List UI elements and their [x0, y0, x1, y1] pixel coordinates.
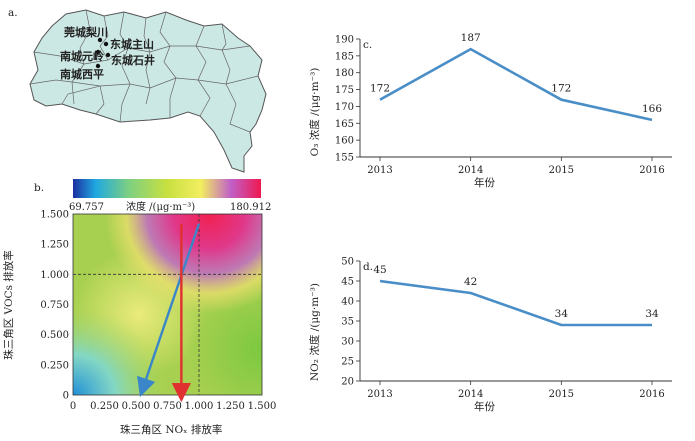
heatmap-ytick-label: 1.500 — [40, 210, 69, 221]
panel-b-heatmap: b. 69.757 浓度 /(μg·m⁻³) 180.912 珠三角区 NOₓ … — [0, 175, 290, 437]
colorbar-min-label: 69.757 — [69, 202, 104, 213]
colorbar-max-label: 180.912 — [230, 202, 271, 213]
no2-ytick-label: 20 — [341, 377, 354, 388]
no2-data-label: 42 — [464, 276, 477, 288]
location-label-3: 南城元岭 — [60, 49, 104, 63]
heatmap-xtick-label: 0.250 — [90, 401, 119, 412]
o3-xtick-label: 2016 — [639, 165, 664, 176]
heatmap-ytick-label: 0 — [63, 391, 69, 402]
marker-4 — [105, 52, 111, 58]
no2-line-chart: d. 年份 NO₂ 浓度 /(μg·m⁻³) 20 25 30 35 40 45 50 201… — [308, 257, 672, 413]
heatmap-frame — [72, 213, 263, 396]
blue-arrow — [137, 223, 201, 397]
o3-ytick-label: 165 — [335, 119, 354, 130]
heatmap-xtick-label: 1.500 — [248, 401, 277, 412]
o3-ytick-label: 170 — [335, 102, 354, 113]
city-outline — [29, 9, 267, 173]
no2-ytick-label: 25 — [341, 357, 354, 368]
no2-ytick-label: 40 — [341, 297, 354, 308]
location-label-2: 东城主山 — [110, 37, 154, 51]
marker-1 — [97, 37, 103, 43]
panel-c-letter: c. — [363, 39, 372, 51]
colorbar-title: 浓度 /(μg·m⁻³) — [126, 200, 195, 213]
o3-xtick-label: 2013 — [367, 165, 392, 176]
location-label-1: 莞城梨川 — [63, 25, 108, 39]
heatmap-plot-area — [72, 213, 263, 396]
panel-a-map: a. 莞城梨川 东城主山 南城元岭 东城石井 南城西平 — [0, 0, 300, 180]
map-svg: a. 莞城梨川 东城主山 南城元岭 东城石井 南城西平 — [8, 7, 267, 173]
o3-ylabel: O₃ 浓度 /(μg·m⁻³) — [308, 68, 321, 157]
no2-ytick-label: 35 — [341, 317, 354, 328]
location-label-5: 南城西平 — [60, 67, 104, 81]
heatmap-xtick-label: 0.750 — [153, 401, 182, 412]
no2-xtick-label: 2013 — [367, 389, 392, 400]
no2-ytick-label: 30 — [341, 337, 354, 348]
no2-data-label: 34 — [555, 308, 569, 320]
heatmap-ytick-label: 0.500 — [40, 330, 69, 341]
panel-b-letter: b. — [34, 182, 44, 194]
heatmap-ytick-label: 0.250 — [40, 360, 69, 371]
heatmap-svg: b. 69.757 浓度 /(μg·m⁻³) 180.912 珠三角区 NOₓ … — [2, 179, 277, 436]
heatmap-ylabel: 珠三角区 VOCs 排放率 — [2, 250, 15, 360]
district-borders — [29, 9, 259, 133]
no2-data-label: 34 — [645, 308, 659, 320]
no2-xtick-label: 2014 — [458, 389, 483, 400]
o3-xtick-label: 2015 — [549, 165, 574, 176]
panel-d-no2-chart: d. 年份 NO₂ 浓度 /(μg·m⁻³) 20 25 30 35 40 45 50 201… — [300, 250, 695, 437]
o3-ytick-label: 180 — [335, 68, 354, 79]
no2-ylabel: NO₂ 浓度 /(μg·m⁻³) — [308, 283, 321, 381]
panel-d-letter: d. — [363, 261, 373, 273]
o3-ytick-label: 185 — [335, 51, 354, 62]
o3-xtick-label: 2014 — [458, 165, 483, 176]
no2-ytick-label: 50 — [341, 257, 354, 268]
no2-xlabel: 年份 — [474, 400, 495, 413]
o3-series-line — [379, 47, 653, 122]
no2-xtick-label: 2016 — [639, 389, 664, 400]
location-label-4: 东城石井 — [111, 53, 155, 67]
o3-ytick-label: 155 — [335, 153, 354, 164]
no2-ytick-label: 45 — [341, 277, 354, 288]
heatmap-xtick-label: 1.250 — [216, 401, 245, 412]
o3-line-chart: c. 年份 O₃ 浓度 /(μg·m⁻³) 155 160 165 170 175 180… — [308, 32, 672, 189]
heatmap-xtick-label: 0 — [70, 401, 76, 412]
o3-data-label: 172 — [370, 83, 390, 95]
heatmap-ytick-label: 1.250 — [40, 240, 69, 251]
heatmap-ytick-label: 1.000 — [40, 270, 69, 281]
heatmap-xlabel: 珠三角区 NOₓ 排放率 — [120, 423, 222, 436]
marker-5 — [95, 63, 101, 69]
colorbar — [73, 179, 261, 198]
o3-data-label: 166 — [642, 103, 662, 115]
no2-series-line — [379, 279, 652, 327]
marker-3 — [95, 49, 101, 55]
o3-ytick-label: 190 — [335, 35, 354, 46]
heatmap-xtick-label: 1.000 — [185, 401, 214, 412]
heatmap-xtick-label: 0.500 — [122, 401, 151, 412]
panel-c-o3-chart: c. 年份 O₃ 浓度 /(μg·m⁻³) 155 160 165 170 175 180… — [300, 20, 695, 195]
marker-2 — [103, 41, 109, 47]
o3-ytick-label: 160 — [335, 136, 354, 147]
o3-data-label: 187 — [461, 32, 481, 44]
o3-data-label: 172 — [551, 83, 571, 95]
o3-ytick-label: 175 — [335, 85, 354, 96]
o3-xlabel: 年份 — [474, 176, 495, 189]
no2-xtick-label: 2015 — [549, 389, 574, 400]
location-markers — [95, 37, 111, 69]
no2-data-label: 45 — [373, 264, 386, 276]
heatmap-cool-region — [73, 214, 262, 395]
heatmap-ytick-label: 0.750 — [40, 300, 69, 311]
panel-a-letter: a. — [8, 7, 18, 19]
